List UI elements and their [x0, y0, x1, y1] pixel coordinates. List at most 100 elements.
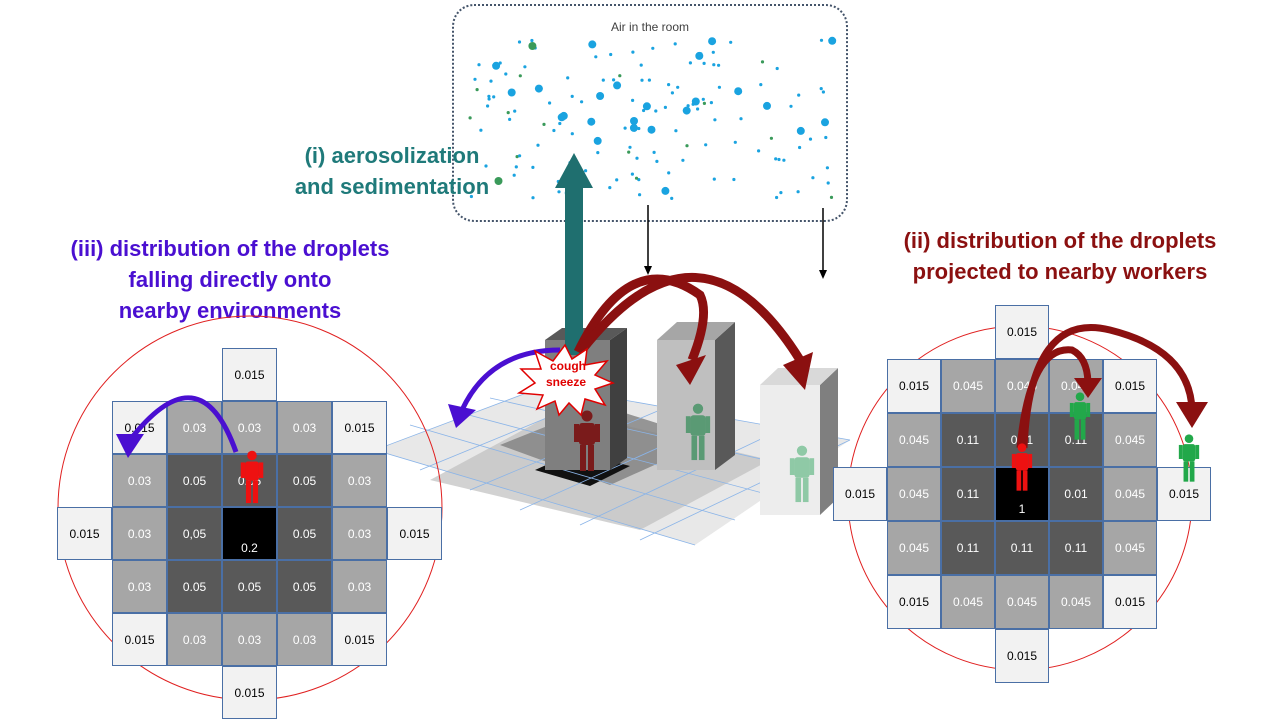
droplet [670, 91, 675, 95]
grid-cell: 0.03 [167, 613, 222, 666]
grid-cell: 0.015 [57, 507, 112, 560]
droplet [487, 97, 491, 101]
droplet [580, 100, 584, 104]
right-grid-cougher-icon [1011, 443, 1033, 491]
droplet [596, 151, 600, 155]
air-room-box: Air in the room [452, 4, 848, 222]
grid-cell: 0.11 [941, 467, 995, 521]
title-falling: (iii) distribution of the droplets falli… [40, 233, 420, 326]
droplet [729, 40, 733, 44]
title-projected: (ii) distribution of the droplets projec… [870, 225, 1250, 287]
droplet [717, 85, 722, 89]
grid-cell: 0.045 [1103, 467, 1157, 521]
droplet [701, 97, 705, 101]
droplet [681, 158, 685, 162]
droplet [492, 95, 496, 99]
droplet [667, 171, 671, 175]
droplet [504, 72, 508, 76]
grid-cell: 0.03 [277, 401, 332, 454]
droplet [588, 40, 597, 49]
droplet [769, 136, 774, 140]
droplet [487, 94, 491, 98]
droplet [779, 191, 783, 195]
grid-cell: 0.015 [112, 613, 167, 666]
grid-cell: 0.05 [222, 560, 277, 613]
grid-cell: 0.2 [222, 507, 277, 560]
left-grid-person-icon [240, 450, 264, 504]
droplet [824, 135, 828, 140]
droplet [635, 156, 639, 160]
droplet [695, 51, 704, 60]
droplet [711, 50, 715, 54]
grid-cell: 0.03 [332, 507, 387, 560]
grid-cell: 0.045 [1103, 521, 1157, 575]
droplet [639, 63, 643, 67]
droplet [819, 87, 823, 91]
droplet [515, 155, 519, 159]
droplet [775, 66, 779, 71]
droplet [829, 195, 834, 199]
droplet [797, 93, 801, 97]
droplet [534, 84, 543, 93]
droplet [587, 117, 596, 126]
grid-cell: 0.01 [1049, 467, 1103, 521]
droplet [811, 176, 815, 180]
droplet [507, 88, 516, 97]
grid-cell: 0.015 [995, 629, 1049, 683]
droplet [709, 101, 714, 105]
cough-label: cough [550, 359, 586, 373]
droplet [647, 78, 652, 82]
droplet [486, 104, 490, 108]
droplet [654, 109, 658, 113]
grid-cell: 0.11 [995, 521, 1049, 575]
grid-cell: 0.045 [887, 521, 941, 575]
droplet [808, 137, 813, 141]
droplet [782, 158, 786, 162]
title-falling-line-1: (iii) distribution of the droplets [70, 236, 390, 261]
droplet [517, 40, 522, 44]
droplet [557, 190, 561, 194]
droplet [594, 55, 598, 59]
droplet [796, 190, 800, 194]
droplet [757, 149, 761, 153]
droplet [708, 37, 717, 46]
grid-cell: 0.015 [833, 467, 887, 521]
title-falling-line-3: nearby environments [118, 298, 342, 323]
droplet [777, 157, 781, 162]
grid-cell: 0.05 [167, 560, 222, 613]
droplet [513, 109, 517, 113]
droplet [468, 116, 472, 120]
grid-cell: 1 [995, 467, 1049, 521]
droplet [570, 94, 574, 98]
droplet [489, 79, 493, 83]
scene-person-worker-1 [685, 403, 711, 461]
droplet [531, 196, 535, 200]
droplet [628, 145, 632, 149]
droplet [613, 81, 622, 90]
droplet [593, 136, 602, 145]
droplet [637, 178, 641, 182]
title-aerosolization-line-2: and sedimentation [294, 174, 490, 199]
droplet [673, 42, 677, 46]
grid-cell: 0.03 [222, 613, 277, 666]
grid-cell: 0.015 [887, 575, 941, 629]
droplet [630, 172, 635, 176]
sneeze-label: sneeze [546, 375, 587, 389]
droplet [638, 193, 642, 197]
scene-person-worker-2 [789, 445, 815, 503]
droplet [796, 126, 805, 135]
droplet [536, 143, 540, 147]
grid-cell: 0.05 [277, 560, 332, 613]
droplet [712, 177, 716, 181]
droplet [763, 101, 771, 110]
grid-cell: 0.015 [222, 348, 277, 401]
droplet [469, 194, 473, 199]
droplet [642, 108, 646, 113]
right-grid-worker-1-icon [1069, 392, 1091, 440]
grid-cell: 0.045 [941, 575, 995, 629]
droplet [637, 126, 641, 131]
